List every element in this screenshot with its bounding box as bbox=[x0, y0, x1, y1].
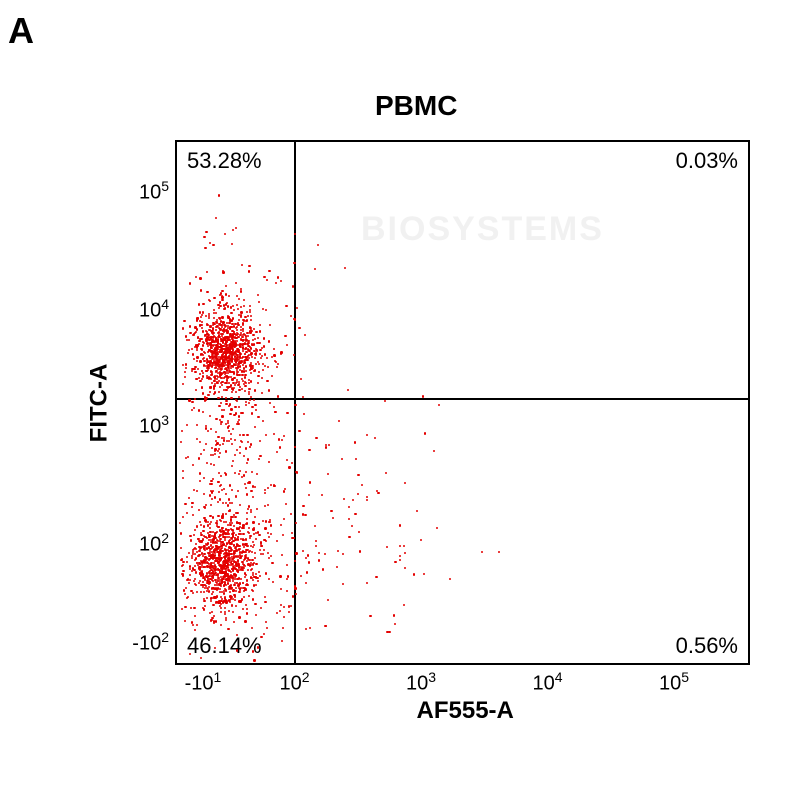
y-tick-label: 102 bbox=[139, 530, 169, 557]
x-tick-label: 105 bbox=[659, 669, 689, 696]
y-tick-label: 103 bbox=[139, 412, 169, 439]
x-tick-label: 103 bbox=[406, 669, 436, 696]
y-tick-label: 105 bbox=[139, 178, 169, 205]
plot-container: BIOSYSTEMS 53.28% 0.03% 46.14% 0.56% FIT… bbox=[175, 140, 750, 665]
x-axis-label: AF555-A bbox=[417, 697, 514, 725]
y-tick-label: 104 bbox=[139, 296, 169, 323]
x-tick-label: 102 bbox=[280, 669, 310, 696]
panel-label: A bbox=[8, 10, 34, 52]
y-axis-label: FITC-A bbox=[85, 363, 113, 442]
x-tick-label: -101 bbox=[185, 669, 222, 696]
chart-title: PBMC bbox=[375, 90, 457, 122]
plot-area: BIOSYSTEMS 53.28% 0.03% 46.14% 0.56% bbox=[175, 140, 750, 665]
scatter-points-layer bbox=[177, 142, 748, 663]
x-tick-label: 104 bbox=[533, 669, 563, 696]
y-tick-label: -102 bbox=[132, 629, 169, 656]
